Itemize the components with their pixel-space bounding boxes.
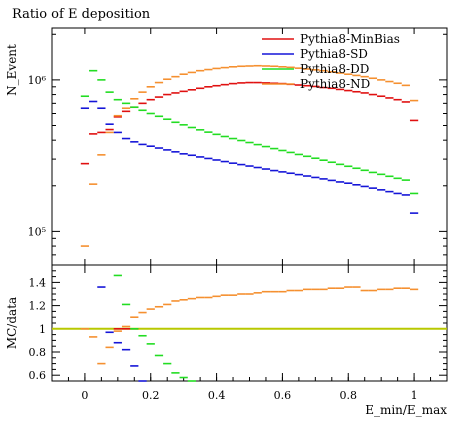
x-tick-label: 0.4: [208, 389, 226, 402]
legend-entry: Pythia8-DD: [300, 62, 369, 76]
ratio-plot-frame: [51, 264, 448, 382]
x-axis-label: E_min/E_max: [365, 403, 447, 417]
legend-entry: Pythia8-SD: [300, 47, 368, 61]
x-tick-label: 0.8: [340, 389, 358, 402]
y-tick-label: 10⁵: [28, 225, 46, 238]
legend-entry: Pythia8-ND: [300, 77, 370, 91]
x-tick-label: 1: [411, 389, 418, 402]
x-tick-label: 0.2: [142, 389, 160, 402]
ratio-y-tick-label: 1.2: [29, 300, 47, 313]
main-plot: 10⁵ 10⁶ N_Event: [5, 28, 447, 266]
x-tick-label: 0.6: [274, 389, 292, 402]
ratio-y-axis-label: MC/data: [5, 297, 19, 349]
main-plot-frame: [51, 27, 448, 266]
ratio-y-tick-label: 1: [39, 323, 46, 336]
y-tick-label: 10⁶: [28, 74, 47, 87]
ratio-y-tick-label: 0.8: [29, 346, 47, 359]
legend: Pythia8-MinBiasPythia8-SDPythia8-DDPythi…: [262, 32, 400, 91]
legend-entry: Pythia8-MinBias: [300, 32, 400, 46]
x-tick-label: 0: [81, 389, 88, 402]
ratio-y-tick-label: 1.4: [29, 276, 47, 289]
chart-title: Ratio of E deposition: [12, 7, 151, 22]
y-axis-label: N_Event: [5, 44, 19, 96]
ratio-y-tick-label: 0.6: [29, 369, 47, 382]
